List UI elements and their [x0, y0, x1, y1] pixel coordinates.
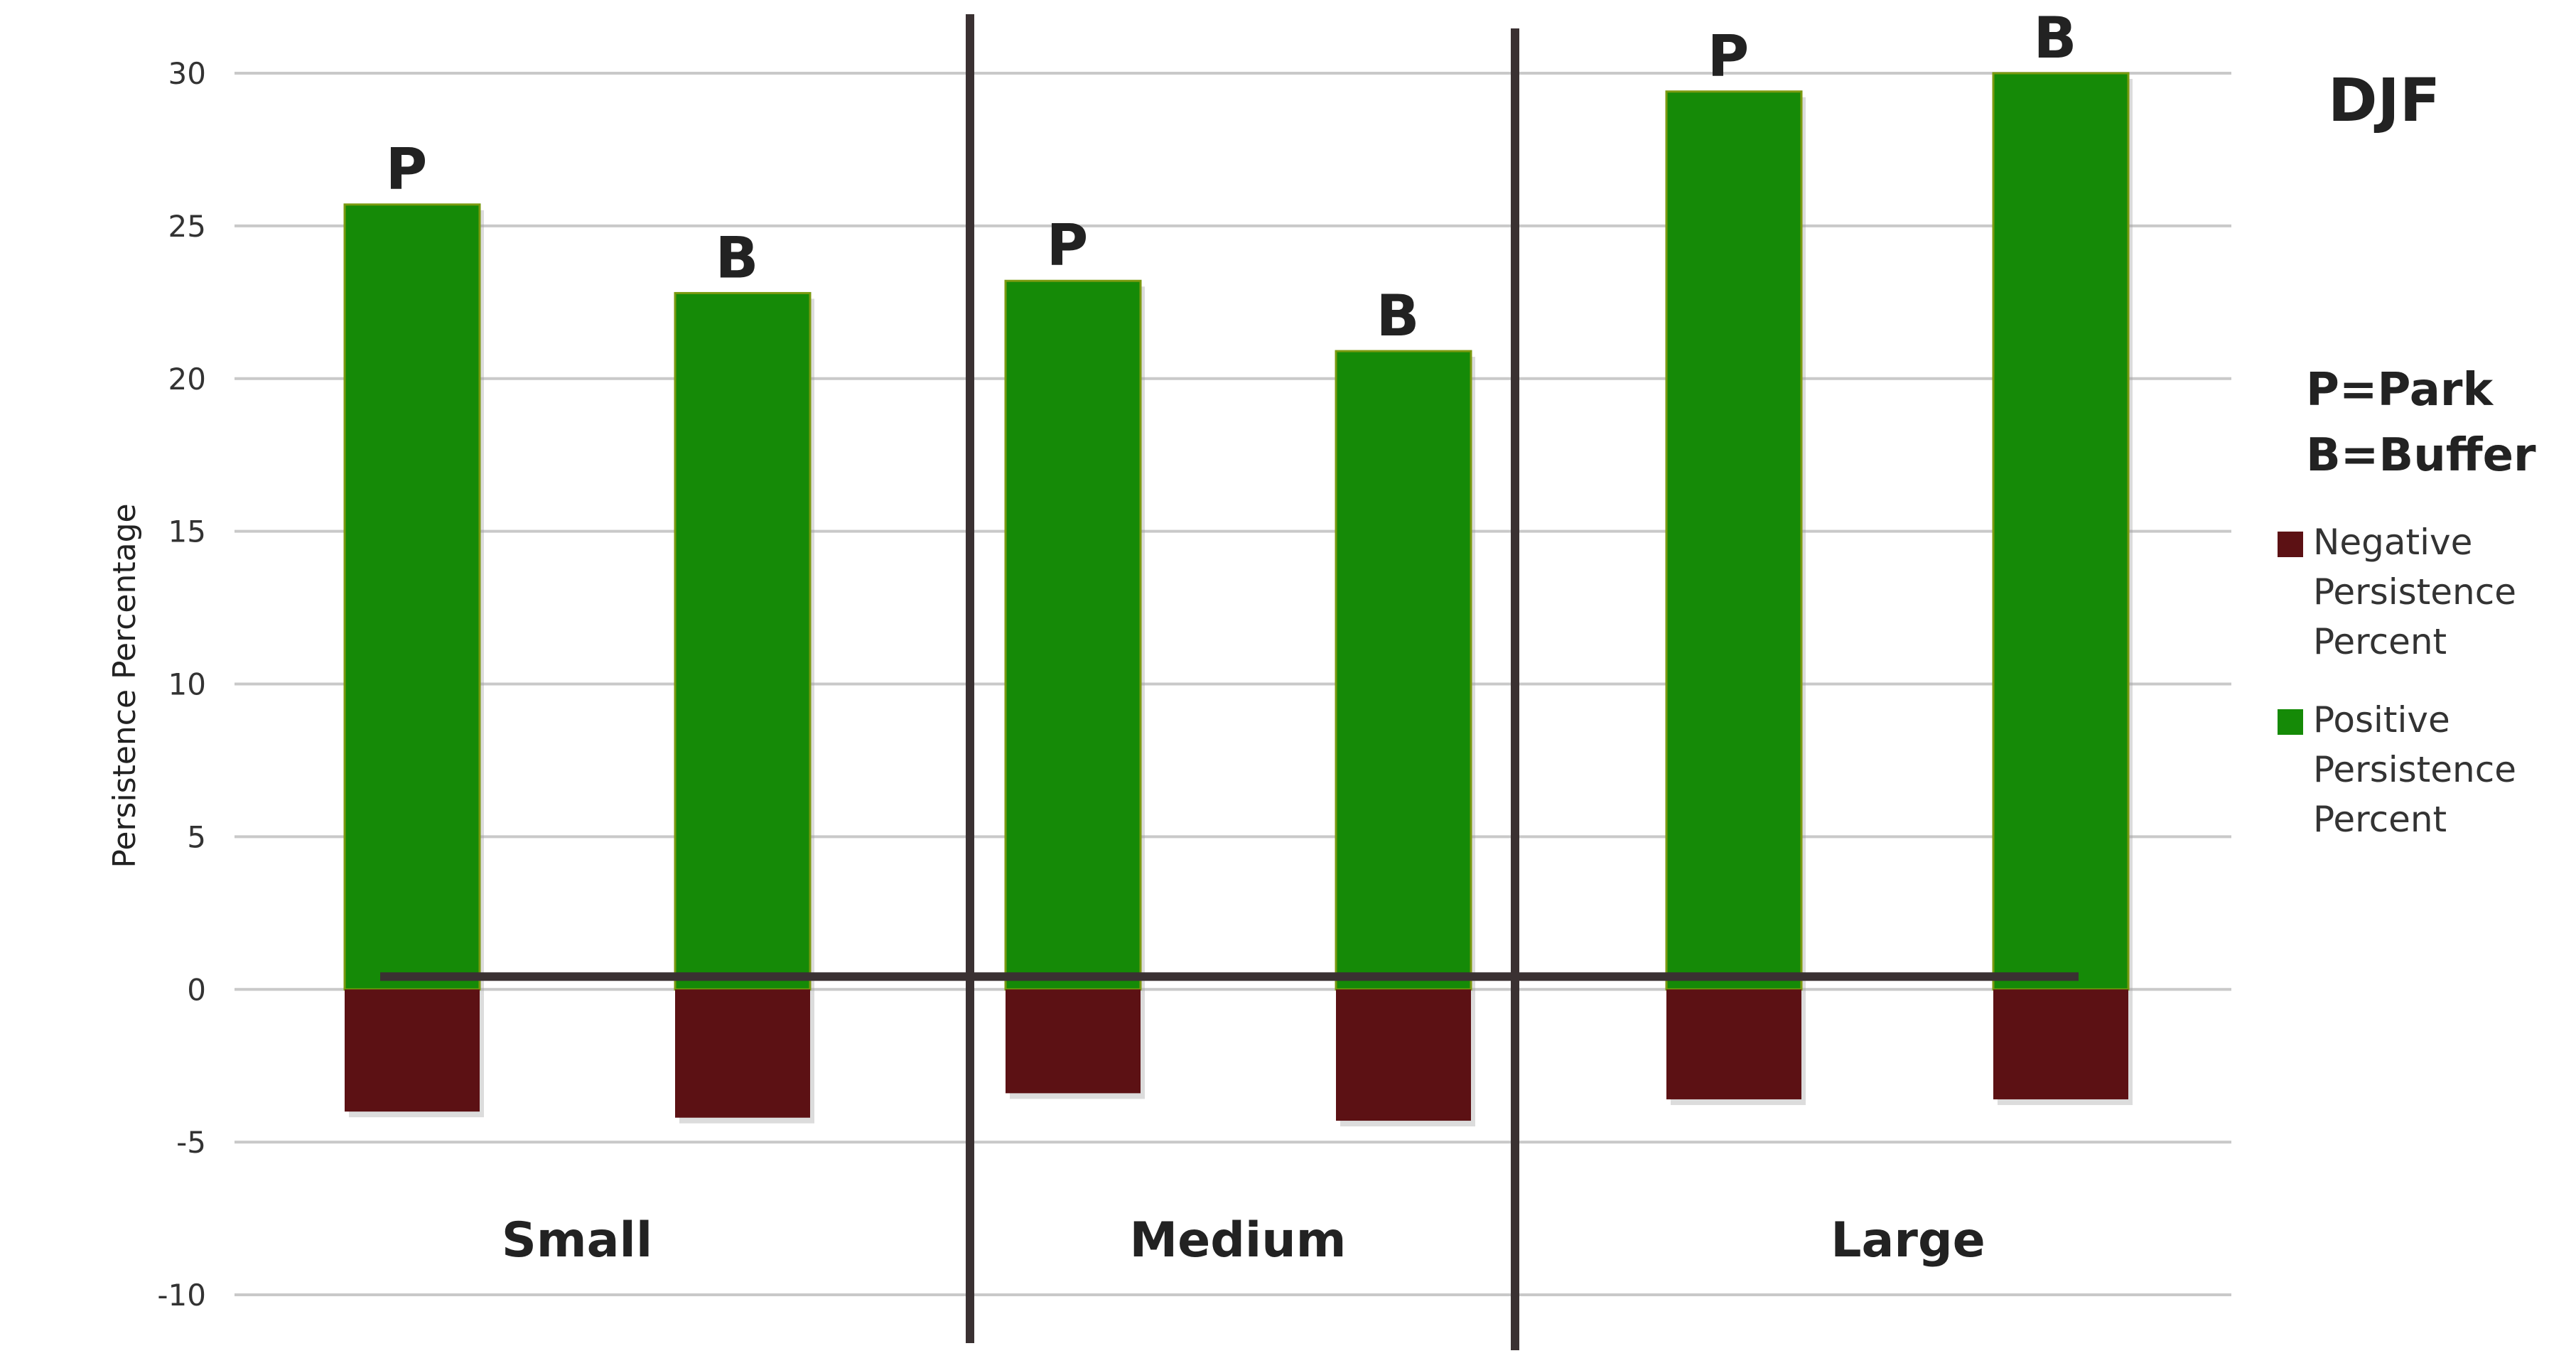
bar-negative [675, 989, 810, 1118]
y-tick-label: 10 [168, 667, 206, 702]
y-tick-label: 0 [187, 972, 206, 1007]
bar-positive [674, 291, 812, 991]
bar-letter-labels: P B P B P B [386, 5, 2077, 349]
bar-letter-label: B [716, 225, 759, 291]
legend-text: Negative [2313, 522, 2472, 563]
y-tick-label: 15 [168, 515, 206, 549]
bar-negative [1336, 989, 1471, 1121]
key-note-park: P=Park [2306, 364, 2494, 416]
chart-title: DJF [2328, 65, 2440, 135]
key-note-buffer: B=Buffer [2306, 429, 2536, 482]
bar-letter-label: B [2034, 5, 2077, 71]
bar-letter-label: P [386, 136, 428, 203]
legend-text: Positive [2313, 699, 2450, 740]
group-dividers [966, 14, 1519, 1350]
legend: Negative Persistence Percent Positive Persis… [2278, 522, 2516, 840]
y-tick-label: 30 [168, 56, 206, 91]
bar-negative [1666, 989, 1801, 1099]
y-tick-label: 20 [168, 362, 206, 397]
bar-letter-label: B [1376, 283, 1420, 349]
bar-negative [345, 989, 480, 1112]
bars [343, 72, 2133, 1127]
y-tick-labels: 30 25 20 15 10 5 0 -5 -10 [157, 56, 206, 1313]
legend-text: Persistence [2313, 571, 2516, 613]
bar-letter-label: P [1047, 212, 1089, 279]
bar-positive [1665, 90, 1803, 991]
group-label: Medium [1129, 1212, 1346, 1269]
bar-positive [1992, 72, 2130, 991]
y-tick-label: -10 [157, 1278, 206, 1313]
bar-positive [343, 203, 481, 991]
group-label: Small [502, 1212, 652, 1269]
bar-positive [1335, 350, 1472, 991]
grid-lines [235, 72, 2231, 1296]
y-tick-label: 5 [187, 819, 206, 854]
y-tick-label: -5 [176, 1125, 206, 1160]
legend-text: Percent [2313, 621, 2447, 662]
legend-swatch [2278, 709, 2303, 735]
legend-text: Percent [2313, 799, 2447, 840]
group-labels: Small Medium Large [502, 1212, 1985, 1269]
legend-text: Persistence [2313, 749, 2516, 790]
bar-letter-label: P [1708, 23, 1750, 90]
legend-swatch [2278, 532, 2303, 557]
y-tick-label: 25 [168, 209, 206, 244]
bar-positive [1004, 279, 1142, 991]
group-label: Large [1831, 1212, 1985, 1269]
bar-negative [1993, 989, 2128, 1099]
bar-negative [1006, 989, 1141, 1094]
y-axis-label: Persistence Percentage [107, 503, 143, 868]
